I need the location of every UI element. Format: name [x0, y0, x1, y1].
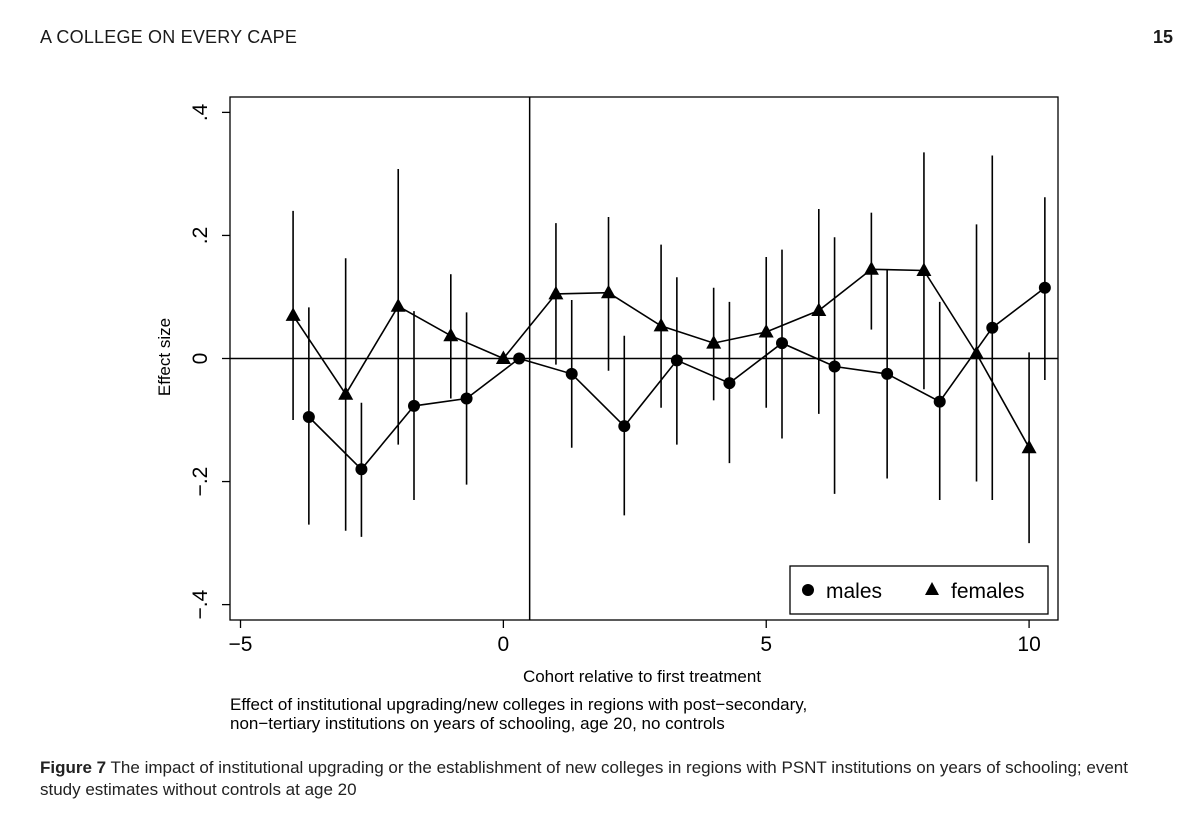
series-layer: [285, 152, 1051, 544]
females-point: [863, 261, 879, 275]
x-tick-label: 10: [1017, 633, 1040, 656]
females-point: [1021, 439, 1037, 454]
females-point: [969, 345, 984, 360]
series-males: [302, 155, 1051, 537]
axis-ticks: −5 0 5 10 −.4 −.2 0 .2 .4: [189, 103, 1041, 656]
males-point: [355, 463, 368, 476]
males-point: [513, 352, 526, 365]
figure-label: Figure 7: [40, 758, 107, 777]
chart-note-line-1: Effect of institutional upgrading/new co…: [230, 695, 807, 714]
females-point: [706, 335, 722, 349]
chart: −5 0 5 10 −.4 −.2 0 .2 .4 Cohort relative to fir…: [155, 96, 1059, 733]
males-point: [565, 367, 578, 380]
males-point: [670, 354, 683, 367]
females-point: [443, 327, 459, 342]
legend-marker-males: [802, 584, 814, 596]
males-point: [408, 399, 420, 412]
females-point: [495, 350, 511, 364]
males-point: [460, 392, 473, 405]
females-point: [285, 307, 301, 321]
y-tick-label: .2: [189, 227, 212, 245]
males-point: [881, 367, 894, 380]
females-point: [653, 317, 669, 332]
chart-note-line-2: non−tertiary institutions on years of sc…: [230, 714, 725, 733]
x-tick-label: 5: [760, 633, 772, 656]
males-point: [776, 337, 788, 350]
males-point: [302, 410, 315, 423]
y-tick-label: −.4: [189, 589, 212, 619]
legend-marker-females: [925, 582, 939, 595]
y-axis-label: Effect size: [155, 318, 174, 396]
males-point: [618, 420, 631, 433]
legend-box: [789, 565, 1049, 615]
legend: males females: [789, 565, 1049, 615]
males-point: [986, 321, 999, 334]
females-point: [601, 284, 616, 299]
y-tick-label: −.2: [189, 467, 212, 497]
females-point: [811, 302, 827, 316]
females-point: [758, 324, 774, 338]
reference-lines: [230, 97, 1058, 620]
page-number: 15: [1152, 27, 1173, 47]
males-point: [723, 377, 736, 390]
running-head: A COLLEGE ON EVERY CAPE: [40, 27, 298, 47]
females-point: [390, 298, 406, 312]
y-tick-label: 0: [189, 353, 212, 365]
x-tick-label: 0: [498, 633, 510, 656]
males-point: [1038, 281, 1051, 294]
x-tick-label: −5: [229, 633, 253, 656]
females-point: [338, 386, 354, 400]
y-tick-label: .4: [189, 103, 212, 121]
legend-label-females: females: [951, 580, 1025, 603]
males-point: [828, 360, 841, 373]
figure-caption: Figure 7 The impact of institutional upg…: [40, 757, 1160, 801]
females-point: [916, 262, 932, 276]
legend-label-males: males: [826, 580, 882, 603]
males-point: [933, 395, 946, 408]
figure-caption-text: The impact of institutional upgrading or…: [40, 758, 1128, 799]
series-females: [285, 152, 1037, 544]
x-axis-label: Cohort relative to first treatment: [523, 667, 761, 686]
females-point: [548, 285, 564, 300]
